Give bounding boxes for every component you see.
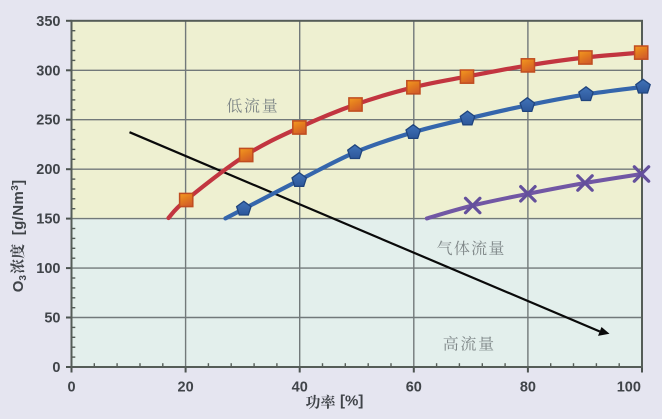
svg-text:50: 50: [44, 311, 60, 327]
svg-text:60: 60: [406, 380, 422, 396]
svg-text:0: 0: [52, 360, 60, 376]
svg-text:150: 150: [36, 212, 60, 228]
svg-text:250: 250: [36, 113, 60, 129]
svg-text:80: 80: [520, 380, 536, 396]
svg-text:100: 100: [617, 380, 641, 396]
svg-text:100: 100: [36, 261, 60, 277]
svg-text:350: 350: [36, 14, 60, 30]
svg-text:200: 200: [36, 162, 60, 178]
svg-text:[%]: [%]: [340, 393, 363, 410]
svg-text:0: 0: [67, 380, 75, 396]
svg-text:20: 20: [178, 380, 194, 396]
svg-text:40: 40: [292, 380, 308, 396]
svg-text:300: 300: [36, 63, 60, 79]
svg-text:[g/Nm3]: [g/Nm3]: [10, 179, 27, 235]
